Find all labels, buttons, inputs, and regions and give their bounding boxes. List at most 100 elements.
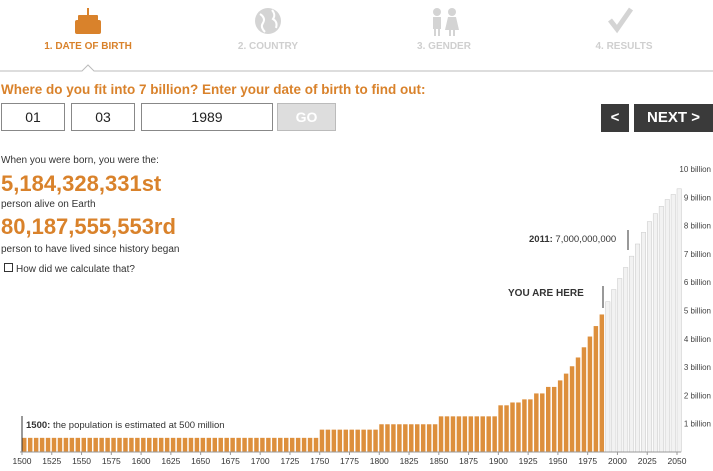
annotation-text: 7,000,000,000 (555, 234, 616, 245)
bar (135, 437, 140, 452)
go-button[interactable]: GO (277, 103, 336, 131)
bar (581, 347, 587, 452)
alive-caption: person alive on Earth (1, 199, 96, 210)
result-intro: When you were born, you were the: (1, 155, 159, 166)
x-tick-label: 1550 (72, 456, 91, 466)
bar (123, 437, 128, 452)
alive-rank: 5,184,328,331st (1, 171, 162, 196)
bar (617, 278, 623, 453)
annotation: YOU ARE HERE (508, 288, 584, 299)
cake-icon (75, 8, 101, 34)
bar (289, 437, 295, 452)
bar (117, 437, 122, 452)
nav-divider (0, 64, 713, 72)
bar (129, 437, 134, 452)
year-input[interactable]: 1989 (141, 103, 273, 131)
x-tick-label: 1525 (42, 456, 61, 466)
bar (652, 213, 658, 453)
bar (409, 424, 414, 452)
bar (498, 405, 503, 452)
bar (349, 429, 354, 452)
calc-link[interactable]: How did we calculate that? (16, 264, 135, 275)
globe-icon (255, 8, 281, 34)
next-button[interactable]: NEXT > (634, 104, 713, 132)
annotation-text: the population is estimated at 500 milli… (53, 420, 225, 431)
bar (313, 437, 319, 452)
bar (575, 357, 581, 452)
popup-icon (4, 263, 13, 272)
bar (194, 437, 200, 452)
bar (105, 437, 110, 452)
step[interactable]: 1. DATE OF BIRTH (44, 41, 132, 52)
bar (93, 437, 98, 452)
bar (664, 199, 670, 453)
bar (284, 437, 289, 452)
bar (33, 437, 39, 452)
y-tick-label: 5 billion (684, 307, 711, 316)
y-tick-label: 6 billion (684, 278, 711, 287)
bar (605, 301, 611, 453)
bar (522, 399, 527, 452)
bar (546, 386, 551, 452)
bar (218, 437, 223, 452)
step[interactable]: 3. GENDER (417, 41, 471, 52)
bar (563, 373, 569, 452)
nav-graphics (0, 7, 713, 72)
day-input[interactable]: 01 (1, 103, 65, 131)
bar (438, 416, 444, 452)
bar (397, 424, 402, 452)
bar (540, 393, 545, 452)
bar (528, 399, 533, 452)
bar (39, 437, 45, 452)
chart: 2011: 7,000,000,000 YOU ARE HERE 1500: t… (13, 165, 711, 466)
bar (426, 424, 432, 452)
bar (629, 255, 635, 453)
y-tick-label: 8 billion (684, 222, 711, 231)
x-tick-label: 1500 (13, 456, 32, 466)
bar (641, 232, 646, 453)
bar (534, 393, 539, 452)
bar (599, 314, 605, 452)
step[interactable]: 2. COUNTRY (237, 41, 299, 52)
bar (87, 437, 92, 452)
bar (63, 437, 69, 452)
bar (510, 402, 515, 452)
bar (623, 267, 629, 453)
bar (385, 424, 390, 452)
bar (569, 366, 575, 452)
bar (325, 429, 331, 452)
x-tick-label: 1675 (221, 456, 240, 466)
month-input[interactable]: 03 (71, 103, 135, 131)
bar (99, 437, 104, 452)
prev-button[interactable]: < (601, 104, 629, 132)
x-tick-label: 1700 (251, 456, 270, 466)
y-tick-label: 10 billion (679, 165, 711, 174)
x-tick-label: 1650 (191, 456, 210, 466)
step[interactable]: 4. RESULTS (595, 41, 653, 52)
bar (415, 424, 420, 452)
bar (27, 437, 33, 452)
bar (658, 206, 664, 453)
bar (611, 289, 617, 453)
y-tick-label: 9 billion (684, 193, 711, 202)
lived-rank: 80,187,555,553rd (1, 214, 176, 239)
bar (551, 386, 557, 452)
bar (456, 416, 462, 452)
bar (676, 188, 682, 453)
bar (504, 405, 509, 452)
bar (468, 416, 474, 452)
bar (420, 424, 426, 452)
bar (170, 437, 176, 452)
bar (260, 437, 265, 452)
x-tick-label: 1925 (519, 456, 538, 466)
bar (343, 429, 349, 452)
annotation: 2011: 7,000,000,000 (529, 234, 616, 245)
bar (319, 429, 325, 452)
bar (22, 437, 27, 452)
bar (158, 437, 164, 452)
x-tick-label: 1950 (548, 456, 567, 466)
bar (147, 437, 152, 452)
bar (230, 437, 235, 452)
x-tick-label: 1625 (161, 456, 180, 466)
